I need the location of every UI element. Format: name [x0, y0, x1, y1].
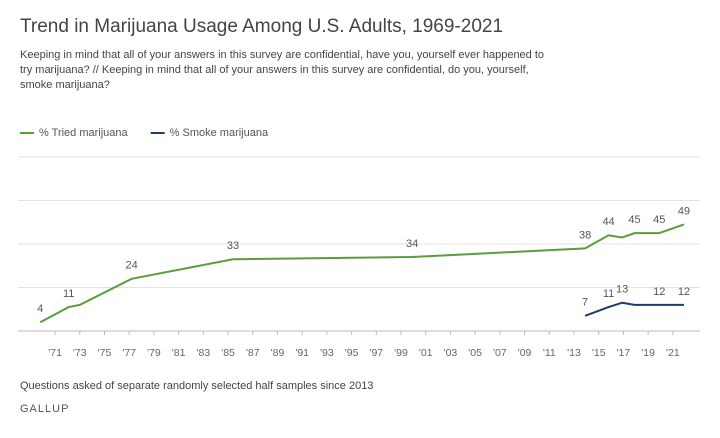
x-tick-label: '87	[246, 347, 260, 359]
x-tick-label: '79	[147, 347, 161, 359]
legend-label: % Tried marijuana	[39, 127, 129, 139]
x-tick-label: '19	[641, 347, 655, 359]
x-tick-label: '09	[518, 347, 532, 359]
x-tick-label: '13	[567, 347, 581, 359]
legend-label: % Smoke marijuana	[170, 127, 269, 139]
x-tick-label: '15	[592, 347, 606, 359]
x-tick-label: '99	[394, 347, 408, 359]
x-tick-label: '95	[345, 347, 359, 359]
data-label: 12	[653, 286, 665, 298]
x-tick-label: '21	[666, 347, 680, 359]
x-tick-label: '89	[271, 347, 285, 359]
data-label: 12	[678, 286, 690, 298]
series-line	[584, 301, 684, 317]
x-tick-label: '97	[369, 347, 383, 359]
series-line	[39, 223, 685, 324]
data-label: 45	[653, 214, 665, 226]
data-label: 11	[603, 288, 614, 300]
x-tick-label: '91	[295, 347, 309, 359]
x-tick-label: '03	[444, 347, 458, 359]
data-label: 13	[616, 284, 628, 296]
x-tick-label: '73	[73, 347, 87, 359]
x-tick-label: '83	[196, 347, 210, 359]
subtitle: Keeping in mind that all of your answers…	[20, 49, 544, 61]
subtitle: try marijuana? // Keeping in mind that a…	[20, 64, 529, 76]
footnote: Questions asked of separate randomly sel…	[20, 380, 373, 392]
chart-title: Trend in Marijuana Usage Among U.S. Adul…	[20, 16, 503, 37]
data-label: 49	[678, 205, 690, 217]
x-tick-label: '71	[48, 347, 62, 359]
x-tick-label: '75	[98, 347, 112, 359]
x-tick-label: '77	[122, 347, 136, 359]
source: GALLUP	[20, 403, 69, 415]
data-label: 45	[628, 214, 640, 226]
data-label: 11	[63, 288, 74, 300]
x-tick-label: '07	[493, 347, 507, 359]
data-label: 38	[579, 229, 591, 241]
x-tick-label: '81	[172, 347, 186, 359]
data-label: 24	[126, 260, 138, 272]
data-label: 34	[406, 238, 418, 250]
x-tick-label: '11	[543, 347, 556, 359]
x-tick-label: '17	[617, 347, 631, 359]
data-label: 33	[227, 240, 239, 252]
data-label: 7	[582, 297, 588, 309]
data-label: 4	[37, 303, 43, 315]
x-tick-label: '93	[320, 347, 334, 359]
data-label: 44	[602, 216, 614, 228]
subtitle: smoke marijuana?	[20, 79, 110, 91]
x-tick-label: '85	[221, 347, 235, 359]
x-tick-label: '05	[468, 347, 482, 359]
x-tick-label: '01	[419, 347, 433, 359]
